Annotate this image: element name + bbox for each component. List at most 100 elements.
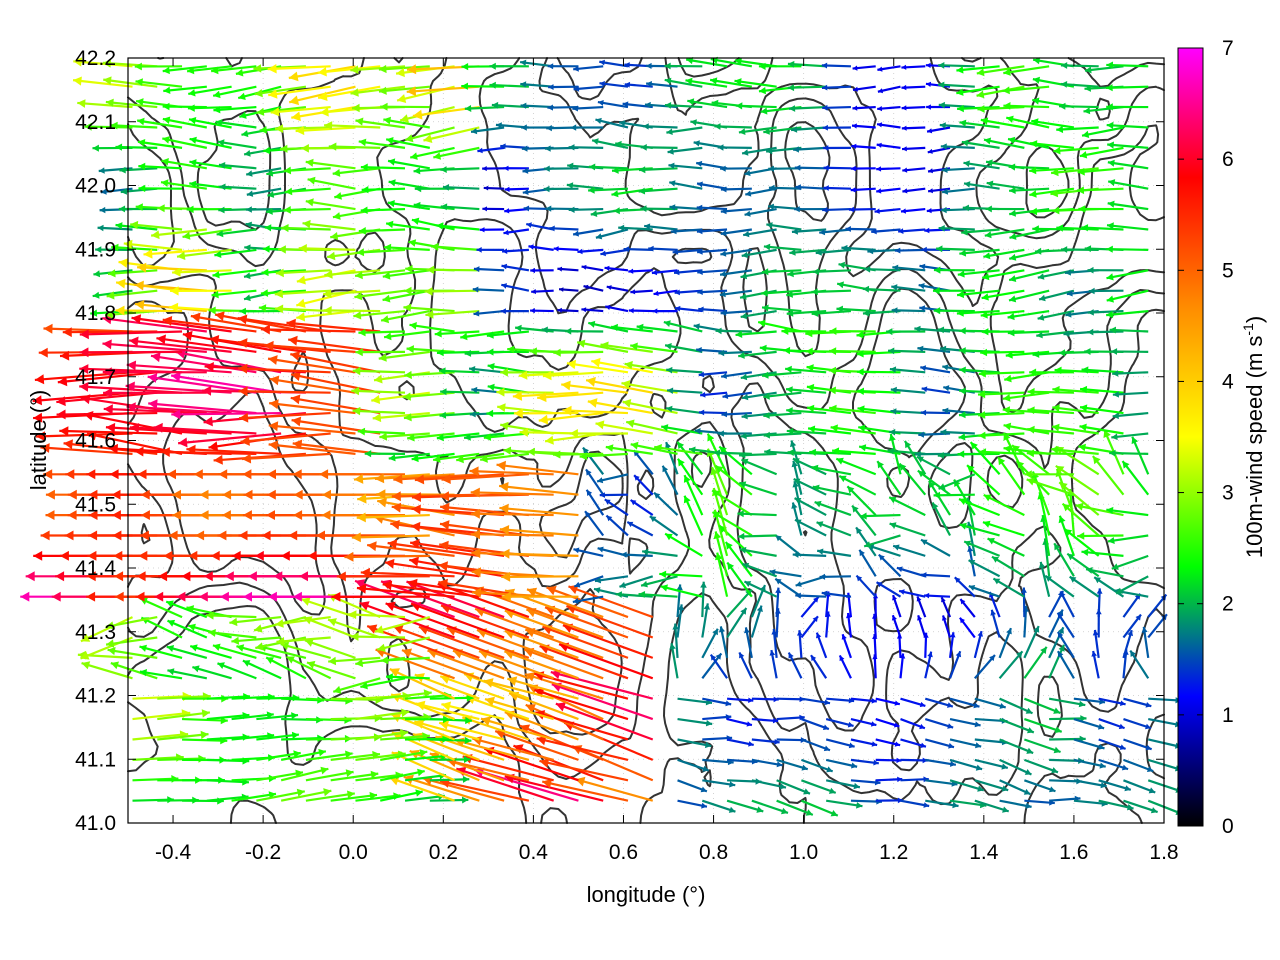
wind-vector [56, 391, 158, 407]
wind-vector [1106, 121, 1149, 129]
wind-vector [1106, 103, 1149, 111]
colorbar-tick-label: 1 [1222, 704, 1234, 727]
wind-vector [714, 464, 753, 496]
wind-vector [566, 182, 604, 190]
wind-vector [166, 645, 208, 659]
wind-vector [901, 105, 926, 111]
wind-vector [390, 519, 480, 537]
wind-vector [941, 187, 975, 195]
wind-vector [472, 286, 505, 293]
wind-vector [401, 648, 480, 680]
wind-vector [595, 228, 629, 240]
wind-vector [896, 566, 926, 578]
wind-vector [364, 450, 406, 458]
wind-vector [178, 432, 282, 448]
wind-vector [931, 501, 952, 537]
wind-vector [900, 697, 926, 708]
wind-vector [1006, 115, 1050, 129]
wind-vector [439, 491, 529, 502]
wind-vector [1077, 167, 1124, 176]
wind-vector [153, 422, 257, 435]
wind-vector [95, 246, 133, 253]
wind-vector [745, 187, 777, 197]
wind-vector [429, 716, 472, 725]
x-tick-label: 1.0 [789, 841, 818, 864]
wind-vector [1092, 455, 1125, 496]
wind-vector [1029, 140, 1075, 149]
wind-vector [672, 623, 679, 658]
wind-vector [507, 676, 579, 700]
wind-vector [1081, 126, 1124, 138]
wind-vector [1106, 61, 1149, 69]
wind-vector [850, 718, 877, 727]
wind-vector [150, 352, 257, 374]
wind-vector [526, 222, 554, 231]
wind-vector [383, 330, 430, 341]
wind-vector [786, 309, 827, 317]
wind-vector [591, 138, 629, 149]
wind-vector [414, 473, 505, 485]
wind-vector [403, 411, 455, 422]
wind-vector [742, 562, 777, 578]
wind-vector [469, 466, 554, 477]
wind-vector [1106, 289, 1149, 303]
wind-vector [790, 440, 803, 475]
wind-vector [741, 411, 777, 420]
wind-vector [738, 350, 777, 359]
wind-vector [763, 411, 802, 419]
wind-vector [738, 532, 777, 540]
wind-vector [791, 228, 827, 235]
wind-vector [1123, 758, 1154, 773]
wind-vector [219, 183, 257, 191]
wind-vector [1110, 348, 1149, 355]
wind-vector [980, 348, 1025, 357]
wind-vector [139, 669, 183, 680]
wind-vector [187, 104, 232, 112]
wind-vector [941, 166, 975, 173]
wind-vector [110, 121, 158, 130]
wind-vector [1003, 422, 1050, 435]
wind-vector [1058, 349, 1099, 357]
wind-vector [384, 558, 480, 578]
wind-vector [969, 441, 1001, 476]
wind-vector [323, 306, 381, 315]
wind-vector [800, 615, 819, 639]
wind-vector [892, 264, 926, 272]
wind-vector [787, 449, 827, 456]
wind-vector [536, 735, 629, 761]
wind-vector [553, 348, 604, 357]
wind-vector [959, 598, 976, 618]
wind-vector [855, 526, 877, 557]
wind-vector [1060, 81, 1099, 88]
wind-vector [1008, 289, 1050, 303]
wind-vector [709, 653, 728, 679]
wind-vector [876, 166, 901, 172]
wind-vector [700, 581, 707, 618]
wind-vector [530, 308, 554, 314]
wind-vector [835, 457, 877, 476]
wind-vector [1105, 84, 1149, 92]
wind-vector [268, 440, 356, 455]
wind-vector [1055, 464, 1100, 496]
wind-vector [182, 330, 282, 353]
wind-vector [1002, 391, 1050, 402]
wind-vector [585, 489, 605, 516]
wind-vector [256, 788, 306, 802]
wind-vector [558, 287, 579, 292]
wind-vector [751, 738, 780, 745]
wind-vector [170, 372, 282, 394]
wind-vector [670, 228, 703, 235]
wind-vector [301, 597, 356, 619]
y-tick-label: 41.8 [75, 302, 116, 325]
wind-vector [926, 104, 951, 110]
wind-vector [776, 758, 809, 771]
wind-vector [245, 206, 282, 213]
wind-vector [720, 165, 752, 172]
wind-vector [372, 411, 430, 423]
wind-vector [924, 592, 951, 599]
wind-vector [720, 186, 752, 193]
wind-vector [301, 144, 356, 153]
wind-vector [426, 265, 480, 275]
wind-vector [872, 634, 878, 658]
wind-vector [852, 105, 876, 111]
